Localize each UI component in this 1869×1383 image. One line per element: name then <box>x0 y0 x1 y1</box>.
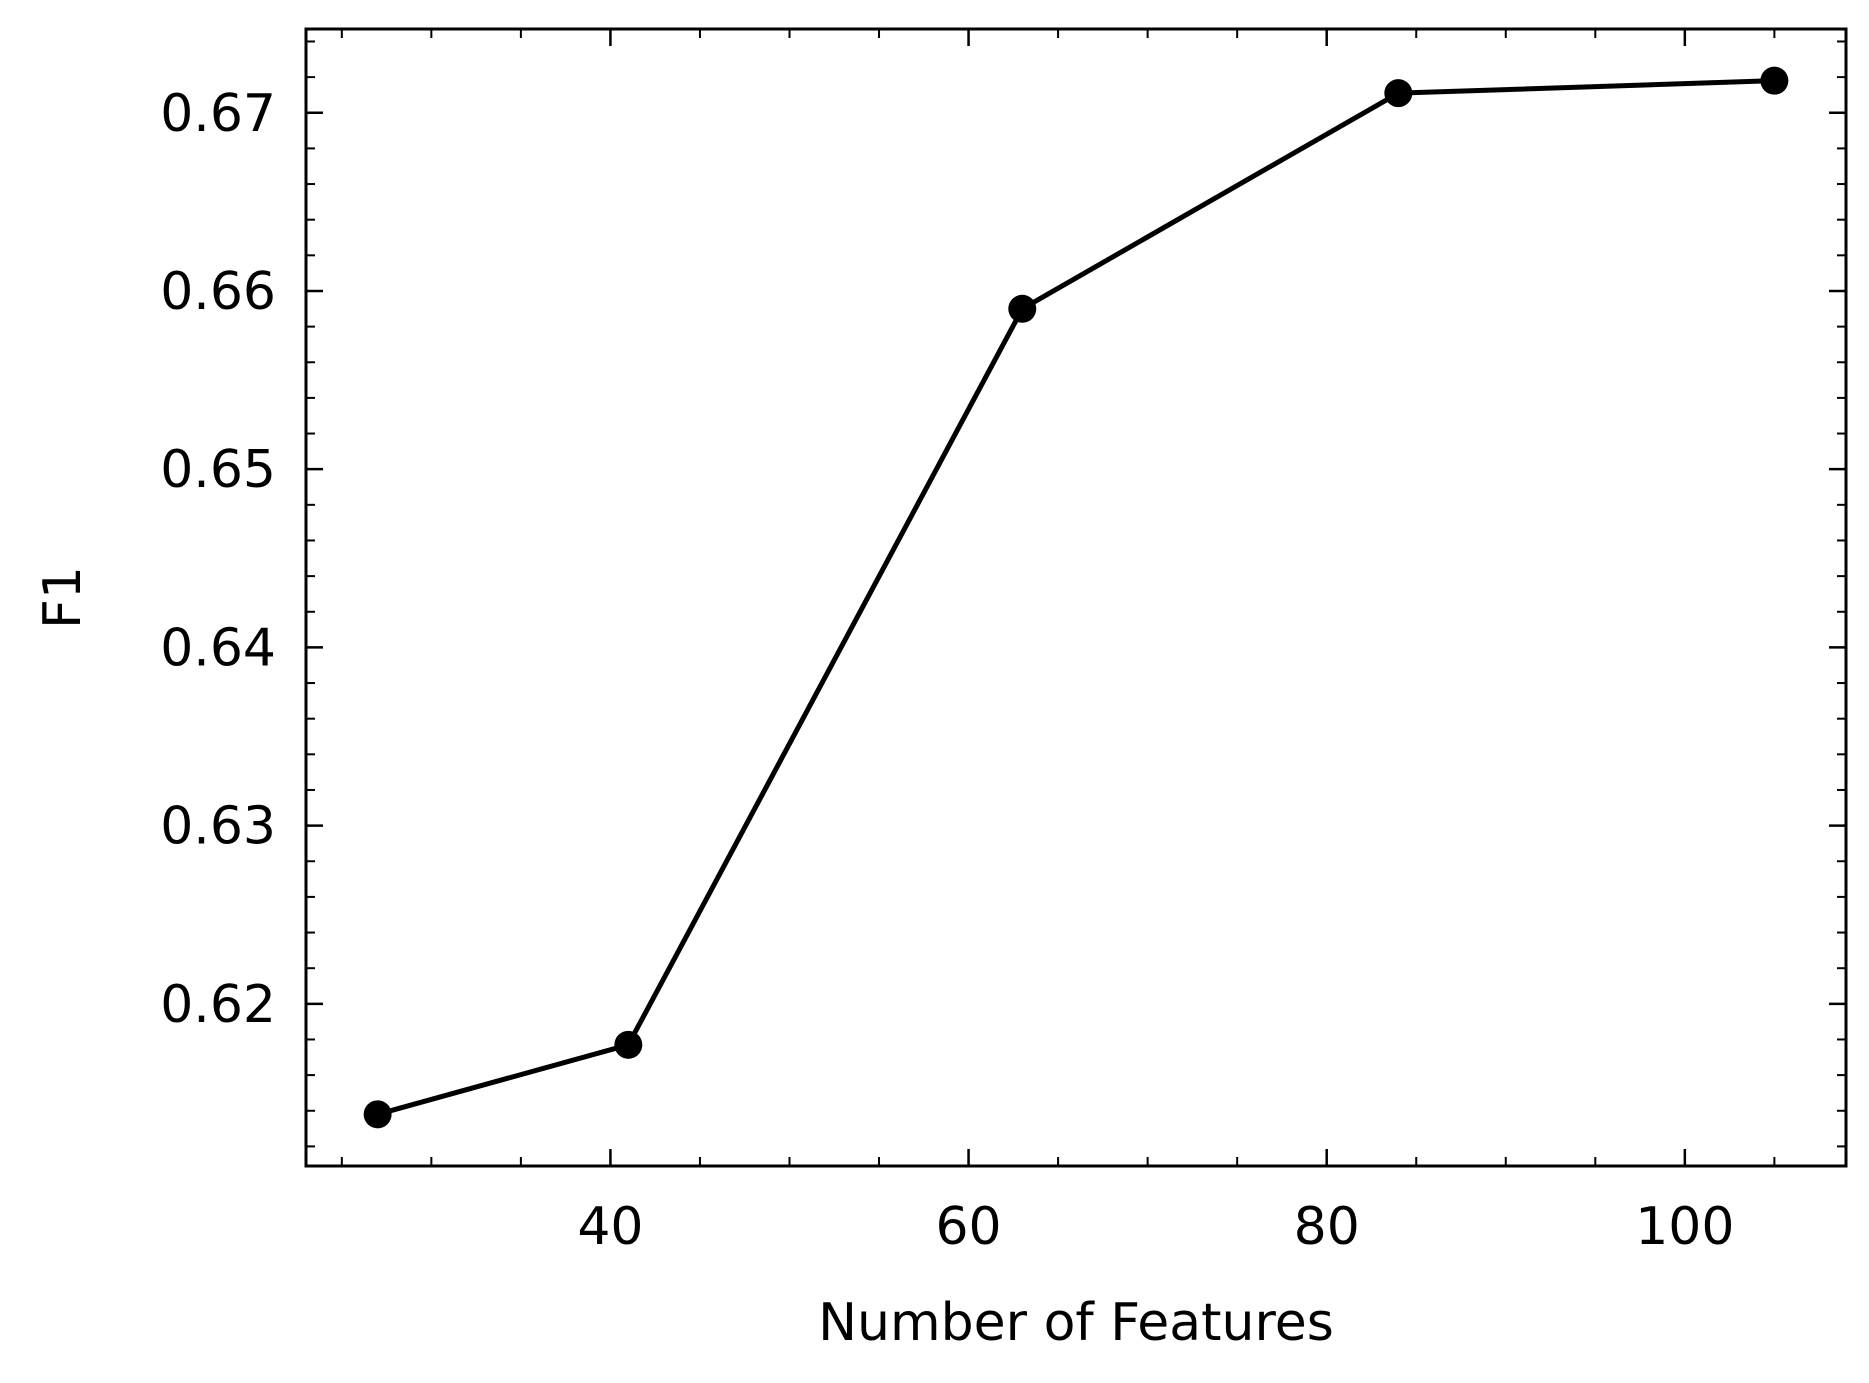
x-tick-label: 80 <box>1294 1197 1360 1257</box>
data-point <box>363 1100 392 1129</box>
major-ticks <box>306 29 1846 1166</box>
x-tick-label: 60 <box>935 1197 1001 1257</box>
x-tick-label: 100 <box>1635 1197 1734 1257</box>
x-tick-label: 40 <box>577 1197 643 1257</box>
y-tick-label: 0.66 <box>160 262 276 322</box>
y-tick-label: 0.62 <box>160 975 276 1035</box>
x-axis-label: Number of Features <box>818 1293 1334 1353</box>
x-tick-labels: 40 60 80 100 <box>577 1197 1734 1257</box>
plot-frame <box>304 27 1848 1168</box>
y-tick-labels: 0.62 0.63 0.64 0.65 0.66 0.67 <box>160 84 276 1035</box>
y-axis-label: F1 <box>33 566 93 629</box>
data-point <box>1384 79 1413 108</box>
y-tick-label: 0.67 <box>160 84 276 144</box>
y-tick-label: 0.65 <box>160 440 276 500</box>
data-point <box>614 1030 643 1059</box>
data-point <box>1760 66 1789 95</box>
y-tick-label: 0.64 <box>160 618 276 678</box>
y-tick-label: 0.63 <box>160 797 276 857</box>
data-point <box>1008 294 1037 323</box>
series-layer <box>363 66 1789 1129</box>
